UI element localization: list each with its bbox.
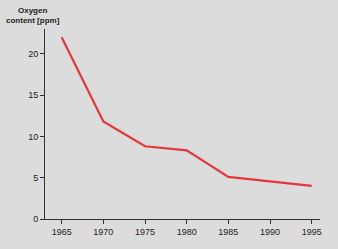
svg-text:1990: 1990	[260, 227, 280, 237]
svg-text:1970: 1970	[93, 227, 113, 237]
svg-text:1975: 1975	[135, 227, 155, 237]
svg-text:1980: 1980	[177, 227, 197, 237]
svg-text:Oxygencontent [ppm]: Oxygencontent [ppm]	[6, 6, 60, 25]
svg-text:1965: 1965	[52, 227, 72, 237]
svg-text:1995: 1995	[302, 227, 322, 237]
svg-text:10: 10	[28, 132, 38, 142]
svg-text:15: 15	[28, 90, 38, 100]
svg-text:20: 20	[28, 49, 38, 59]
svg-text:0: 0	[33, 214, 38, 224]
svg-text:1985: 1985	[218, 227, 238, 237]
svg-text:5: 5	[33, 173, 38, 183]
